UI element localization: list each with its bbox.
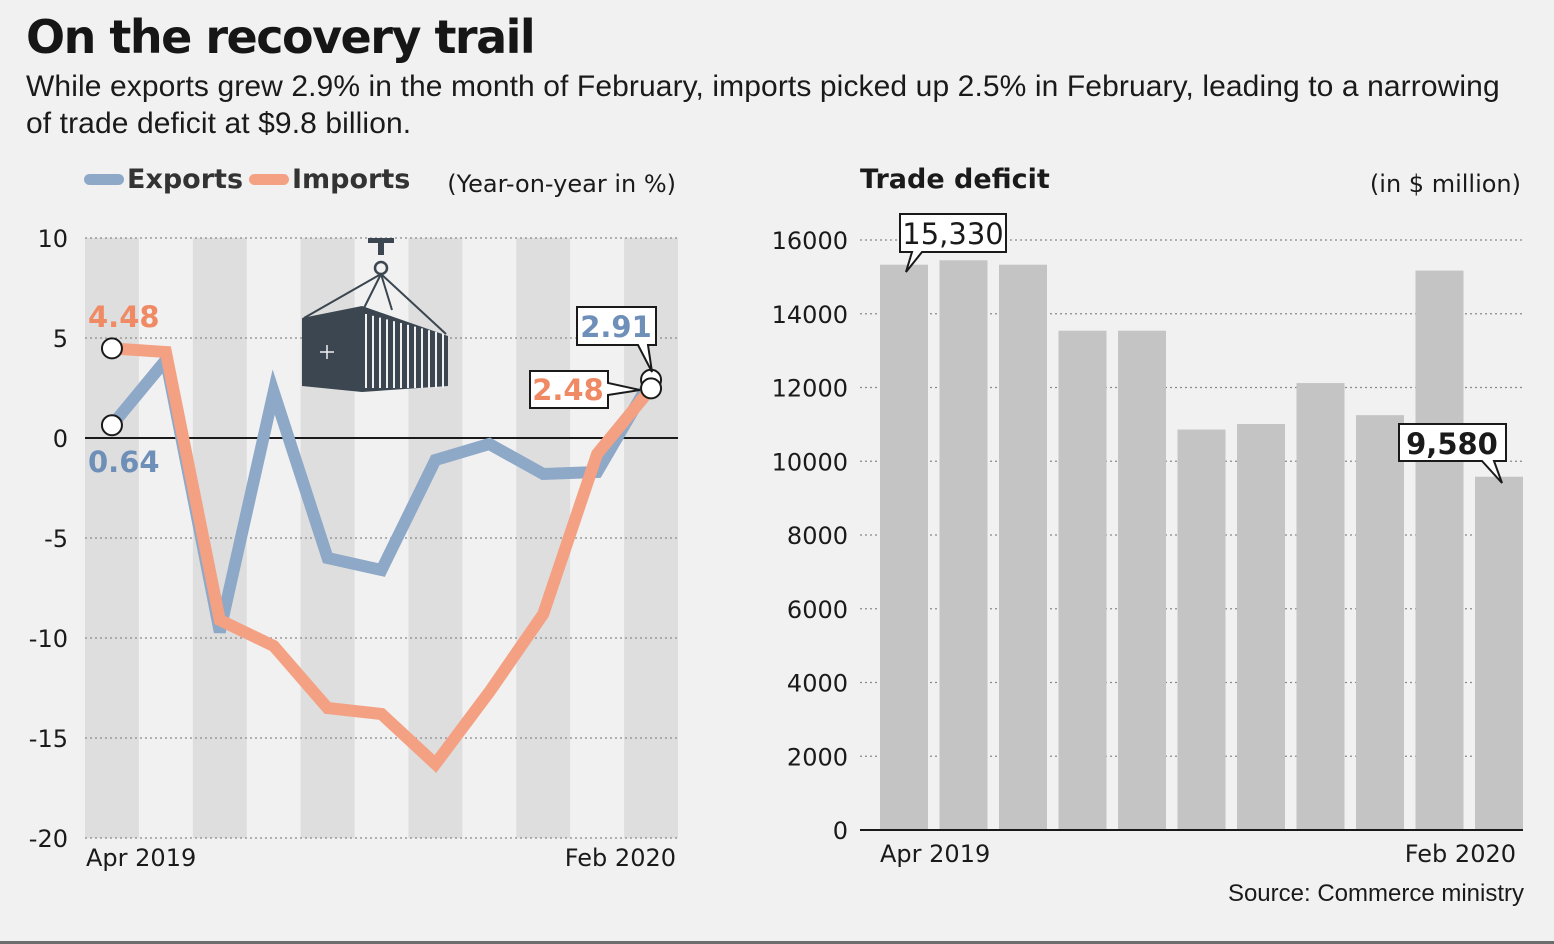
y-tick-label: 12000 bbox=[772, 375, 848, 403]
y-tick-label: 2000 bbox=[787, 743, 848, 771]
bar bbox=[1118, 330, 1166, 830]
line-x-label-end: Feb 2020 bbox=[565, 844, 676, 872]
exports-first-value-label: 0.64 bbox=[88, 445, 160, 479]
chart-subtitle: While exports grew 2.9% in the month of … bbox=[26, 70, 1500, 140]
y-tick-label: 8000 bbox=[787, 522, 848, 550]
y-tick-label: 5 bbox=[53, 325, 68, 353]
y-tick-label: 16000 bbox=[772, 227, 848, 255]
shipping-container-icon bbox=[302, 238, 448, 392]
line-chart: 10 5 0 -5 -10 -15 -20 Exports Imports (Year-on… bbox=[29, 164, 678, 872]
bar bbox=[880, 264, 928, 830]
imports-legend-label: Imports bbox=[292, 164, 410, 195]
y-tick-label: -15 bbox=[29, 725, 68, 753]
imports-last-callout: 2.48 bbox=[529, 370, 641, 409]
bar-chart-title: Trade deficit bbox=[860, 164, 1050, 195]
bar-x-label-start: Apr 2019 bbox=[880, 840, 990, 868]
imports-last-point bbox=[640, 377, 663, 400]
bar-last-value-label: 9,580 bbox=[1406, 427, 1498, 461]
exports-last-callout: 2.91 bbox=[576, 306, 657, 373]
bar-first-value-label: 15,330 bbox=[902, 217, 1003, 251]
imports-first-point bbox=[100, 337, 123, 360]
y-tick-label: 10 bbox=[37, 225, 68, 253]
exports-first-point bbox=[100, 414, 123, 437]
y-tick-label: 4000 bbox=[787, 670, 848, 698]
imports-last-value-label: 2.48 bbox=[532, 373, 604, 407]
exports-legend-swatch bbox=[84, 174, 124, 185]
bar-chart: Trade deficit (in $ million) 16000140001… bbox=[772, 164, 1523, 868]
bar bbox=[1415, 270, 1464, 830]
chart-title: On the recovery trail bbox=[26, 10, 536, 64]
bar-x-label-end: Feb 2020 bbox=[1405, 840, 1516, 868]
line-y-tick-labels: 10 5 0 -5 -10 -15 -20 bbox=[29, 225, 68, 853]
bar-y-tick-labels: 16000 14000 12000 10000 8000 6000 4000 2000 0 bbox=[772, 227, 848, 845]
bar bbox=[1356, 415, 1404, 830]
y-tick-label: 14000 bbox=[772, 301, 848, 329]
bar bbox=[939, 260, 988, 830]
bar bbox=[1237, 424, 1285, 830]
bar bbox=[999, 264, 1047, 830]
y-tick-label: -20 bbox=[29, 825, 68, 853]
bar bbox=[1475, 476, 1523, 830]
bar bbox=[1296, 383, 1345, 830]
bar-first-callout: 15,330 bbox=[899, 213, 1007, 273]
y-tick-label: -10 bbox=[29, 625, 68, 653]
y-tick-label: 0 bbox=[53, 425, 68, 453]
bar-unit-label: (in $ million) bbox=[1370, 170, 1521, 198]
bar bbox=[1177, 429, 1226, 830]
bars bbox=[880, 260, 1523, 830]
source-note: Source: Commerce ministry bbox=[1227, 880, 1524, 907]
imports-legend-swatch bbox=[249, 174, 289, 185]
bar bbox=[1058, 330, 1107, 830]
y-tick-label: 0 bbox=[833, 817, 848, 845]
exports-last-value-label: 2.91 bbox=[580, 310, 652, 344]
imports-series-line bbox=[111, 342, 656, 773]
line-unit-label: (Year-on-year in %) bbox=[447, 170, 676, 198]
month-band bbox=[516, 238, 571, 838]
y-tick-label: 10000 bbox=[772, 448, 848, 476]
exports-legend-label: Exports bbox=[127, 164, 243, 195]
bar-last-callout: 9,580 bbox=[1398, 423, 1507, 484]
bottom-rule bbox=[0, 941, 1554, 944]
line-legend: Exports Imports bbox=[84, 164, 410, 195]
y-tick-label: -5 bbox=[44, 525, 68, 553]
y-tick-label: 6000 bbox=[787, 596, 848, 624]
imports-first-value-label: 4.48 bbox=[88, 300, 160, 334]
line-x-label-start: Apr 2019 bbox=[86, 844, 196, 872]
